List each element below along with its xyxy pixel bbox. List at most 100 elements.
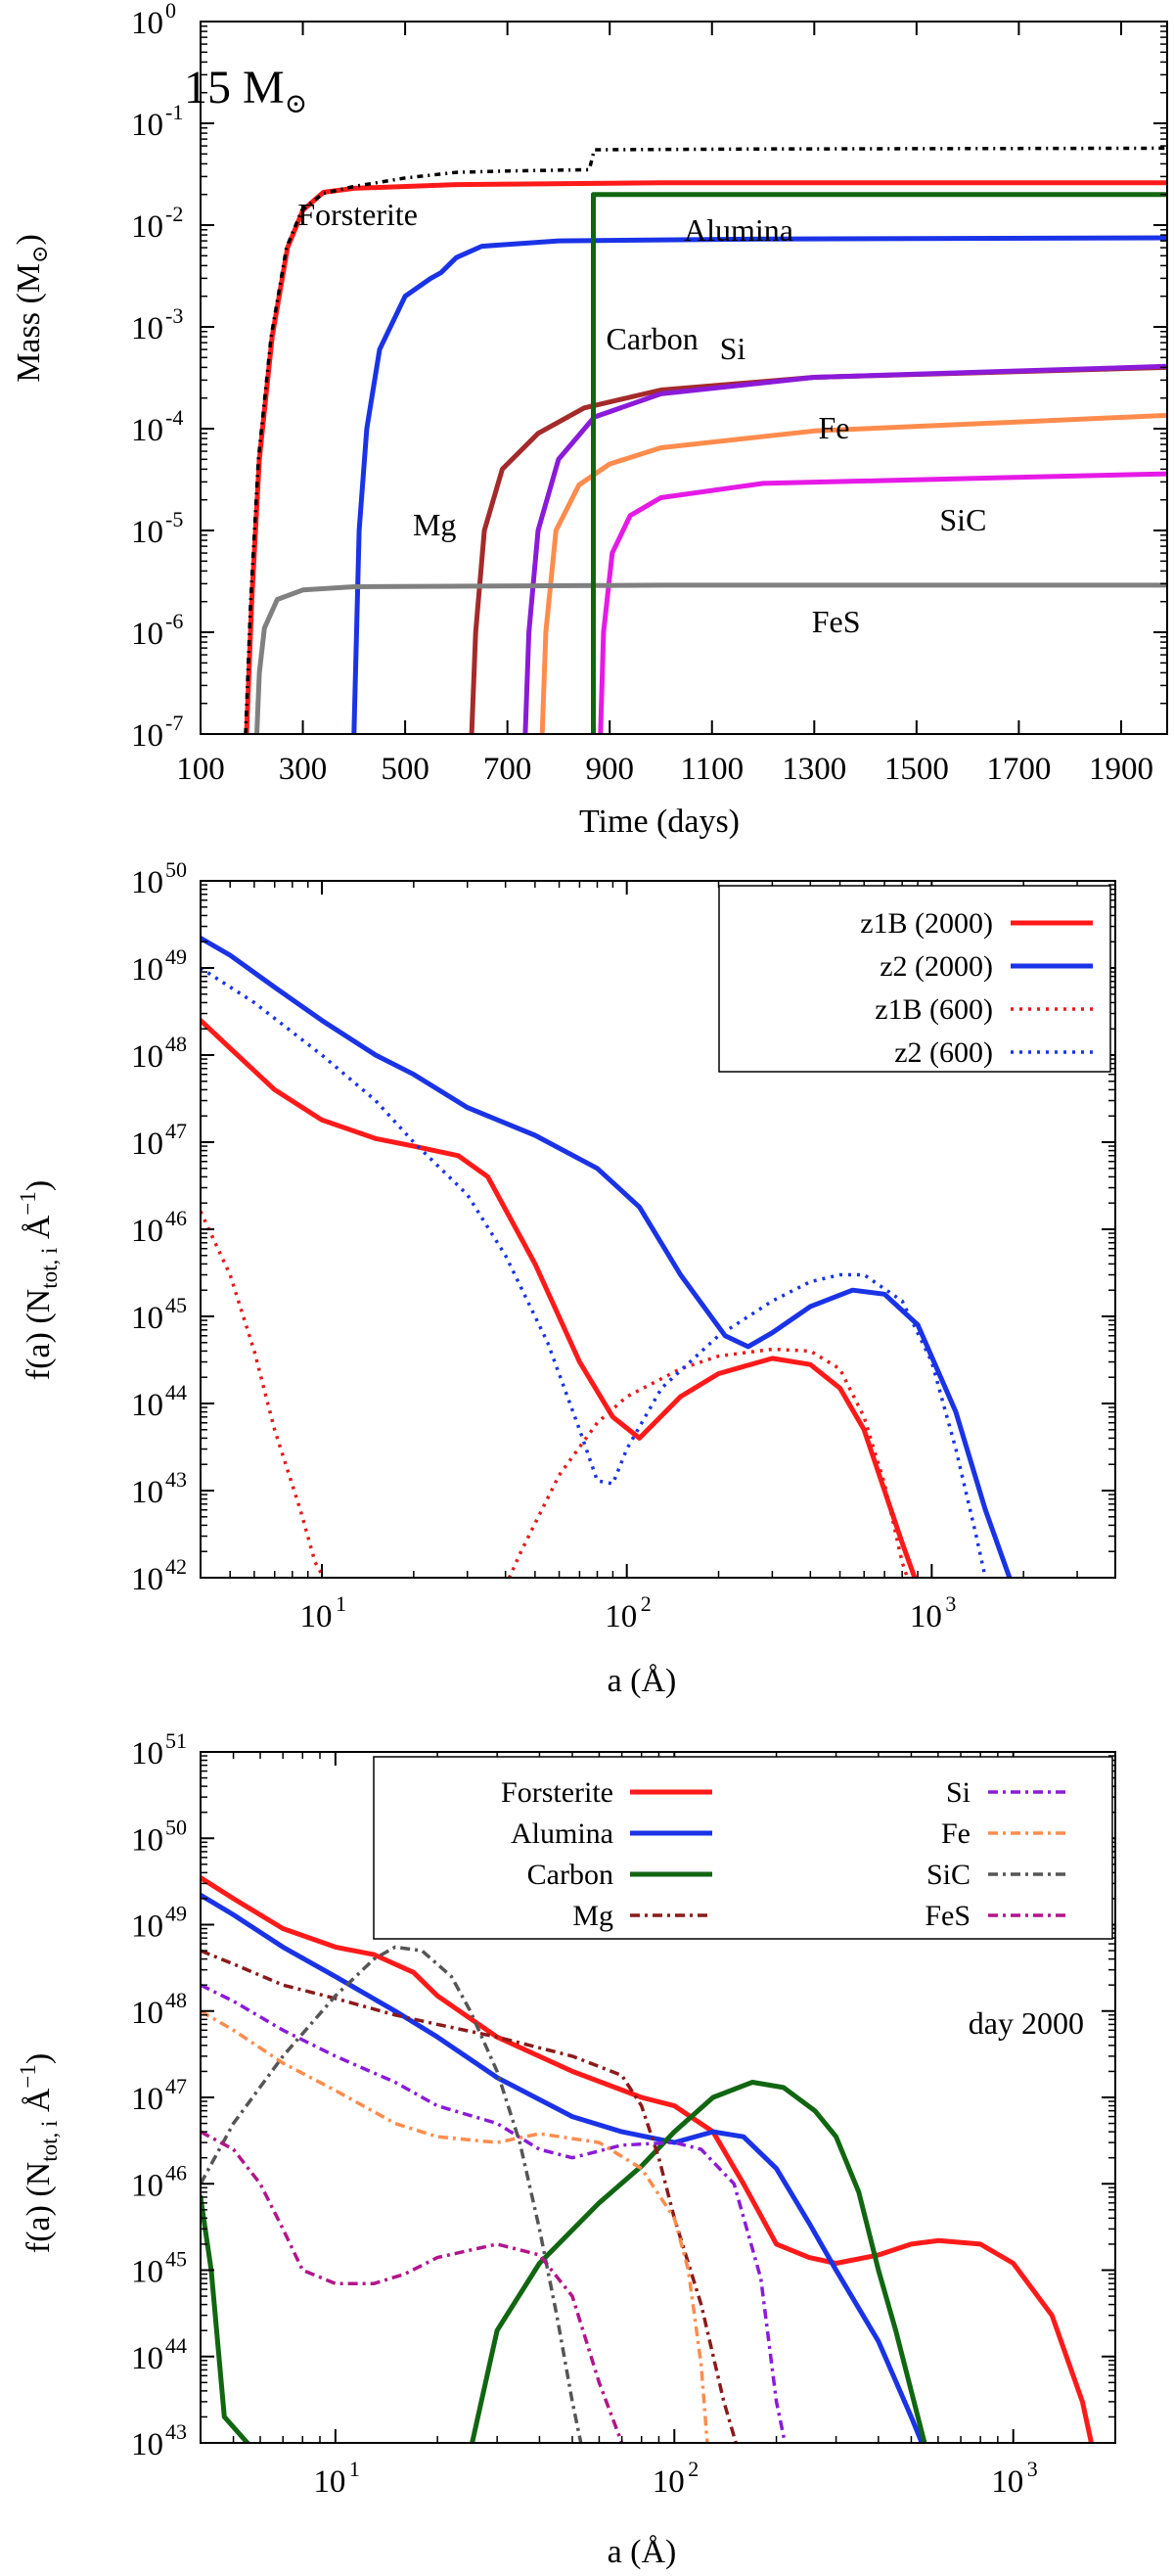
x-tick-label: 10 bbox=[653, 2464, 685, 2500]
y-tick-label: 10 bbox=[131, 1301, 163, 1336]
x-tick-exponent: 3 bbox=[945, 1591, 956, 1616]
legend-label-si: Si bbox=[946, 1776, 971, 1809]
x-tick-label: 10 bbox=[605, 1599, 637, 1634]
y-tick-exponent: 46 bbox=[165, 2160, 187, 2185]
x-tick-label: 10 bbox=[991, 2464, 1023, 2500]
series-line-forsterite bbox=[201, 1875, 1094, 2443]
x-tick-label: 10 bbox=[910, 1599, 942, 1634]
y-tick-label: 10 bbox=[131, 1736, 163, 1771]
x-tick-exponent: 1 bbox=[349, 2457, 360, 2481]
panel-1-xlabel: Time (days) bbox=[579, 804, 740, 840]
y-tick-exponent: -2 bbox=[165, 202, 183, 226]
x-tick-label: 10 bbox=[313, 2464, 345, 2500]
y-tick-exponent: -4 bbox=[165, 405, 183, 430]
y-tick-exponent: 48 bbox=[165, 1032, 187, 1056]
series-line-fe bbox=[539, 412, 1167, 734]
y-tick-label: 10 bbox=[131, 1996, 163, 2031]
panel-1-ylabel: Mass (M⊙) bbox=[11, 234, 52, 383]
x-tick-label: 500 bbox=[381, 752, 429, 787]
panel-1-frame bbox=[200, 21, 1168, 735]
y-tick-exponent: 44 bbox=[165, 2333, 187, 2358]
y-tick-exponent: 50 bbox=[165, 857, 187, 882]
y-tick-label: 10 bbox=[131, 2341, 163, 2376]
y-tick-label: 10 bbox=[131, 1822, 163, 1858]
curve-label-sic: SiC bbox=[939, 502, 986, 537]
y-tick-label: 10 bbox=[131, 1475, 163, 1510]
legend-label-fes: FeS bbox=[925, 1900, 971, 1932]
y-tick-exponent: 44 bbox=[165, 1380, 187, 1404]
y-tick-label: 10 bbox=[131, 2082, 163, 2117]
x-tick-label: 100 bbox=[176, 752, 225, 787]
y-tick-label: 10 bbox=[131, 2168, 163, 2203]
y-tick-exponent: -5 bbox=[165, 507, 183, 531]
curve-label-carbon: Carbon bbox=[607, 321, 699, 356]
series-line-z2-2000 bbox=[201, 936, 1013, 1578]
y-tick-exponent: -6 bbox=[165, 609, 183, 633]
panel-2-xlabel: a (Å) bbox=[608, 1663, 677, 1699]
x-tick-exponent: 1 bbox=[336, 1591, 346, 1616]
x-tick-label: 1300 bbox=[782, 752, 846, 787]
x-tick-label: 700 bbox=[483, 752, 532, 787]
y-tick-exponent: 47 bbox=[165, 2074, 187, 2098]
y-tick-exponent: 46 bbox=[165, 1206, 187, 1230]
y-tick-exponent: 51 bbox=[165, 1728, 187, 1753]
series-line-alumina bbox=[201, 1892, 925, 2443]
series-line-fe bbox=[201, 2009, 709, 2443]
y-tick-exponent: 47 bbox=[165, 1119, 187, 1143]
series-line-sic bbox=[598, 471, 1167, 734]
series-line-si bbox=[522, 363, 1167, 734]
legend-box bbox=[373, 1756, 1113, 1940]
x-tick-label: 10 bbox=[300, 1599, 333, 1634]
y-tick-exponent: 50 bbox=[165, 1815, 187, 1839]
y-tick-exponent: 42 bbox=[165, 1554, 187, 1579]
y-tick-label: 10 bbox=[131, 108, 163, 143]
y-tick-label: 10 bbox=[131, 1562, 163, 1597]
y-tick-label: 10 bbox=[131, 515, 163, 550]
series-line-sic bbox=[201, 1945, 583, 2443]
y-tick-label: 10 bbox=[131, 865, 163, 900]
legend-label-forsterite: Forsterite bbox=[501, 1776, 613, 1809]
series-line-forsterite bbox=[244, 180, 1167, 734]
solar-symbol: ⊙ bbox=[285, 89, 307, 119]
y-tick-exponent: 0 bbox=[165, 0, 176, 23]
curve-label-fe: Fe bbox=[818, 410, 849, 445]
x-tick-exponent: 2 bbox=[688, 2457, 699, 2481]
series-line-z1b-2000 bbox=[201, 1018, 918, 1578]
y-tick-exponent: 49 bbox=[165, 1902, 187, 1926]
legend-box bbox=[718, 885, 1111, 1073]
y-tick-exponent: -1 bbox=[165, 100, 183, 124]
series-line-fes bbox=[254, 582, 1167, 734]
y-tick-label: 10 bbox=[131, 718, 163, 754]
y-tick-exponent: 48 bbox=[165, 1988, 187, 2012]
legend-label-z1b-600: z1B (600) bbox=[875, 993, 993, 1026]
series-line-z1b-600-large bbox=[507, 1347, 910, 1578]
x-tick-label: 1700 bbox=[986, 752, 1051, 787]
y-tick-label: 10 bbox=[131, 1039, 163, 1075]
legend-label-z2-2000: z2 (2000) bbox=[880, 950, 993, 983]
y-tick-label: 10 bbox=[131, 6, 163, 41]
curve-label-forsterite: Forsterite bbox=[297, 197, 418, 232]
y-tick-exponent: 49 bbox=[165, 944, 187, 969]
y-tick-label: 10 bbox=[131, 617, 163, 652]
x-tick-label: 1900 bbox=[1089, 752, 1153, 787]
y-tick-exponent: 45 bbox=[165, 2247, 187, 2272]
panel-2-ylabel: f(a) (Ntot, i Å−1) bbox=[16, 1180, 62, 1380]
legend-label-fe: Fe bbox=[941, 1817, 971, 1850]
y-tick-exponent: -3 bbox=[165, 303, 183, 328]
x-tick-exponent: 3 bbox=[1027, 2457, 1038, 2481]
panel-3-ylabel: f(a) (Ntot, i Å−1) bbox=[16, 2053, 62, 2253]
curve-label-mg: Mg bbox=[413, 507, 456, 542]
legend-label-carbon: Carbon bbox=[527, 1859, 613, 1891]
y-tick-label: 10 bbox=[131, 413, 163, 448]
legend-label-alumina: Alumina bbox=[511, 1817, 613, 1850]
panel-3-xlabel: a (Å) bbox=[608, 2534, 677, 2570]
series-line-fes bbox=[201, 2130, 624, 2443]
series-line-z2-600 bbox=[201, 966, 988, 1578]
y-tick-label: 10 bbox=[131, 1127, 163, 1162]
panel-3-annotation: day 2000 bbox=[969, 2005, 1084, 2041]
curve-label-si: Si bbox=[720, 331, 746, 366]
y-tick-label: 10 bbox=[131, 2255, 163, 2290]
